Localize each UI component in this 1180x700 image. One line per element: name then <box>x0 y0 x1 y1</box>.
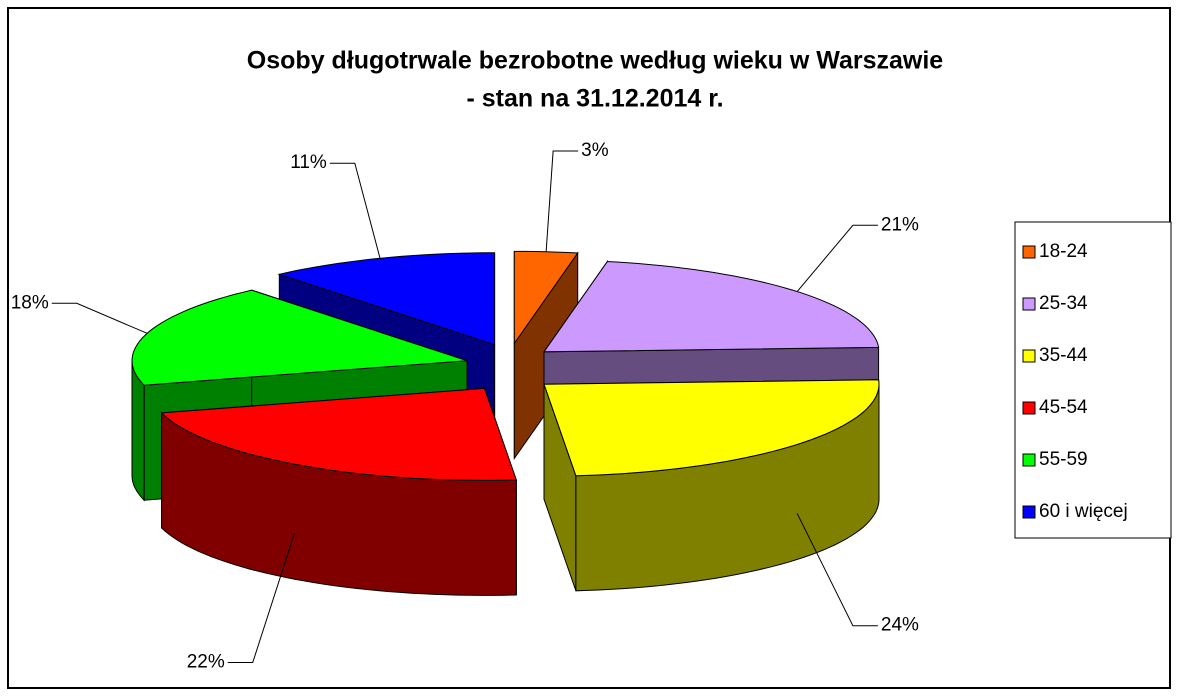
slice-top <box>160 387 517 481</box>
legend-label: 18-24 <box>1039 241 1088 262</box>
legend-swatch <box>1022 245 1036 259</box>
data-label: 18% <box>11 292 49 313</box>
chart-title: - stan na 31.12.2014 r. <box>466 85 723 113</box>
legend-swatch <box>1022 297 1036 311</box>
chart-title: Osoby długotrwale bezrobotne według wiek… <box>247 47 943 75</box>
leader-line <box>545 150 579 252</box>
legend-label: 45-54 <box>1039 397 1088 418</box>
leader-line <box>796 513 878 627</box>
slice-top <box>543 260 880 353</box>
slice-top <box>277 252 496 346</box>
legend-box <box>1014 221 1172 539</box>
legend-label: 55-59 <box>1039 449 1088 470</box>
data-label: 24% <box>881 615 919 636</box>
data-label: 22% <box>187 652 225 673</box>
legend-label: 25-34 <box>1039 293 1088 314</box>
slice <box>160 387 517 596</box>
leader-line <box>227 533 295 664</box>
slice <box>543 379 880 592</box>
legend-swatch <box>1022 453 1036 467</box>
leader-line <box>329 162 381 259</box>
legend-label: 35-44 <box>1039 345 1088 366</box>
slice-top <box>131 289 468 386</box>
data-label: 11% <box>290 152 327 173</box>
legend-label: 60 i więcej <box>1039 501 1128 522</box>
legend-swatch <box>1022 401 1036 415</box>
slice-top <box>543 379 880 477</box>
leader-line <box>796 224 878 292</box>
data-label: 21% <box>881 214 919 235</box>
legend-swatch <box>1022 505 1036 519</box>
leader-line <box>51 302 148 334</box>
slice-top <box>513 250 579 345</box>
data-label: 3% <box>581 140 609 161</box>
legend-swatch <box>1022 349 1036 363</box>
